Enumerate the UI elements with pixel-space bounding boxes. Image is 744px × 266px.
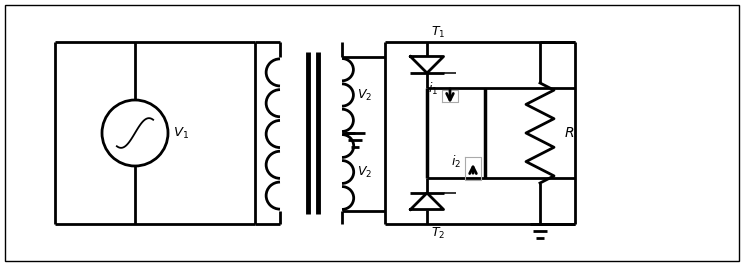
Text: $V_2$: $V_2$ <box>357 88 372 103</box>
Text: $V_1$: $V_1$ <box>173 126 189 140</box>
Text: $i_1$: $i_1$ <box>428 81 438 97</box>
Text: $T_1$: $T_1$ <box>431 25 446 40</box>
Text: $T_2$: $T_2$ <box>431 226 445 241</box>
Text: $V_2$: $V_2$ <box>357 164 372 180</box>
Text: $i_2$: $i_2$ <box>451 153 461 169</box>
Text: $R$: $R$ <box>564 126 574 140</box>
